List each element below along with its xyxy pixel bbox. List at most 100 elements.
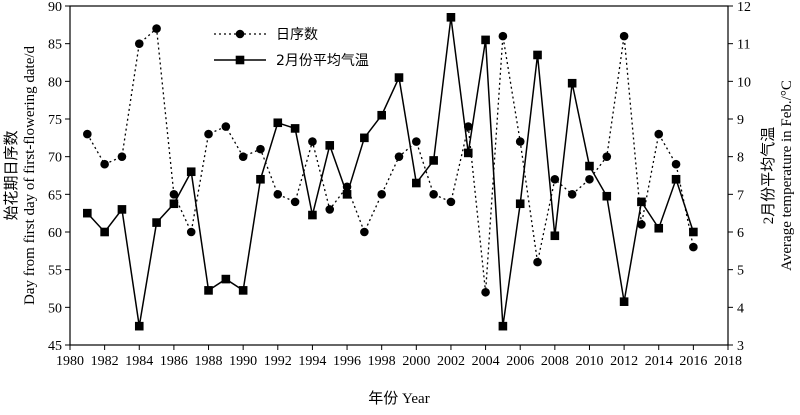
legend-label: 日序数: [276, 27, 318, 43]
data-point-circle: [689, 242, 698, 252]
x-tick-label: 1998: [368, 354, 396, 369]
data-point-square: [481, 35, 490, 45]
y-right-tick-label: 3: [737, 339, 744, 354]
data-point-circle: [654, 129, 664, 139]
data-point-square: [100, 227, 109, 237]
data-point-square: [221, 274, 231, 284]
data-point-square: [533, 50, 542, 60]
x-tick-label: 1992: [264, 354, 292, 369]
data-point-circle: [533, 257, 542, 267]
y-left-tick-label: 80: [48, 75, 62, 90]
plot-frame: [69, 5, 729, 346]
x-tick-label: 2000: [402, 354, 430, 369]
y-right-axis-title-line: Average temperature in Feb./°C: [779, 80, 795, 271]
y-right-tick-label: 8: [737, 151, 744, 166]
data-point-square: [152, 218, 161, 227]
y-right-tick-label: 10: [737, 75, 751, 90]
data-point-square: [325, 141, 335, 150]
x-tick-label: 1980: [56, 354, 84, 369]
data-point-square: [412, 178, 421, 188]
data-point-square: [290, 124, 300, 133]
data-point-square: [498, 321, 508, 331]
data-point-circle: [273, 190, 283, 199]
y-left-axis-title-line: 始花期日序数: [3, 130, 20, 220]
y-left-tick-label: 60: [48, 226, 62, 241]
data-point-square: [671, 174, 681, 184]
data-point-circle: [83, 129, 92, 139]
y-right-tick-label: 7: [737, 188, 744, 203]
series-line-1: [86, 27, 695, 293]
data-point-square: [169, 199, 179, 209]
y-right-tick-label: 5: [737, 264, 744, 279]
data-point-circle: [637, 220, 646, 229]
data-point-circle: [100, 159, 109, 169]
data-point-circle: [671, 159, 681, 169]
data-point-circle: [550, 174, 560, 184]
data-point-square: [585, 161, 594, 171]
y-left-tick-label: 45: [48, 339, 62, 354]
data-point-circle: [221, 122, 231, 131]
data-point-circle: [204, 129, 213, 139]
data-point-square: [377, 110, 386, 120]
data-point-square: [619, 297, 629, 306]
data-point-square: [446, 13, 456, 22]
x-tick-label: 2012: [610, 354, 638, 369]
y-left-axis-title-line: Day from first day of first-flowering da…: [22, 45, 38, 305]
y-right-tick-label: 12: [737, 0, 751, 15]
legend-label: 2月份平均气温: [276, 53, 369, 69]
data-point-square: [550, 231, 560, 241]
data-point-circle: [325, 205, 335, 214]
data-point-circle: [602, 152, 612, 161]
data-point-square: [567, 78, 577, 88]
data-point-square: [238, 286, 248, 295]
y-right-axis-title-line: 2月份平均气温: [760, 127, 777, 225]
data-point-square: [308, 210, 317, 220]
x-tick-label: 1982: [91, 354, 119, 369]
data-point-square: [602, 191, 612, 201]
x-tick-label: 2016: [679, 354, 707, 369]
y-right-tick-label: 9: [737, 113, 744, 128]
data-point-square: [273, 118, 283, 128]
data-point-square: [204, 286, 213, 295]
data-point-square: [256, 174, 265, 184]
data-point-circle: [152, 24, 161, 33]
x-tick-label: 2014: [645, 354, 673, 369]
y-left-tick-label: 55: [48, 264, 62, 279]
legend-marker-square: [235, 55, 245, 65]
data-point-circle: [186, 227, 196, 237]
legend: 日序数 2月份平均气温: [214, 27, 369, 69]
y-left-axis-title: 始花期日序数 Day from first day of first-flower…: [3, 45, 38, 305]
data-point-circle: [619, 31, 629, 41]
data-point-circle: [134, 39, 144, 48]
data-point-circle: [446, 197, 456, 207]
data-point-circle: [394, 152, 404, 161]
x-tick-label: 1994: [298, 354, 326, 369]
data-point-circle: [463, 122, 473, 131]
data-point-square: [360, 133, 369, 143]
data-point-circle: [412, 137, 421, 146]
y-right-tick-label: 6: [737, 226, 744, 241]
x-tick-label: 1990: [229, 354, 257, 369]
data-point-square: [654, 223, 664, 233]
data-point-circle: [169, 190, 179, 199]
data-point-circle: [238, 152, 248, 161]
data-point-square: [134, 321, 144, 331]
data-point-circle: [360, 227, 369, 237]
data-point-square: [637, 197, 646, 207]
x-tick-label: 1984: [125, 354, 153, 369]
y-right-tick-label: 11: [737, 38, 750, 53]
data-point-circle: [290, 197, 300, 207]
y-left-tick-label: 65: [48, 188, 62, 203]
legend-marker-circle: [235, 29, 245, 39]
data-point-circle: [308, 137, 317, 146]
x-tick-label: 2002: [437, 354, 465, 369]
y-left-tick-label: 50: [48, 301, 62, 316]
data-point-square: [186, 167, 196, 177]
y-left-tick-label: 90: [48, 0, 62, 15]
data-point-square: [689, 227, 698, 237]
data-point-square: [342, 190, 352, 199]
y-left-tick-label: 75: [48, 113, 62, 128]
series-line-2: [86, 17, 695, 327]
